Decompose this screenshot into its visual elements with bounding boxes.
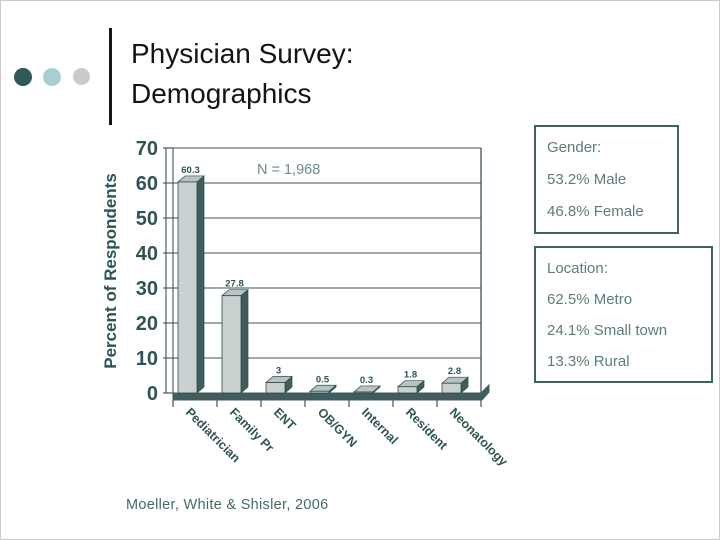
gender-box-title: Gender: [547, 139, 602, 156]
bar [441, 382, 462, 394]
bar-side-face [196, 175, 205, 394]
bar [397, 386, 418, 394]
slide-title-line2: Demographics [131, 78, 312, 109]
bar [177, 181, 198, 394]
y-tick-label: 60 [136, 173, 158, 195]
y-tick-label: 40 [136, 243, 158, 265]
bar-value-label: 2.8 [448, 366, 461, 377]
location-box-title: Location: [547, 260, 608, 277]
gender-female-stat: 46.8% Female [547, 203, 644, 220]
bar [221, 295, 242, 394]
bar-side-face [240, 288, 249, 394]
category-label: Neonatology [447, 405, 510, 468]
location-info-box: Location: 62.5% Metro 24.1% Small town 1… [534, 246, 713, 383]
gender-male-stat: 53.2% Male [547, 171, 627, 188]
bar-value-label: 3 [276, 366, 281, 377]
bar [265, 382, 286, 394]
decorative-dot-teal [43, 68, 61, 86]
bar-value-label: 0.3 [360, 375, 373, 386]
bar-value-label: 27.8 [225, 279, 244, 290]
y-tick-label: 30 [136, 278, 158, 300]
bar-value-label: 0.5 [316, 374, 330, 385]
y-tick-label: 10 [136, 348, 158, 370]
category-label: Resident [403, 405, 451, 453]
y-tick-label: 50 [136, 208, 158, 230]
bar-value-label: 60.3 [181, 165, 200, 176]
category-label: OB/GYN [315, 405, 360, 450]
y-tick-label: 70 [136, 138, 158, 160]
gender-info-box: Gender: 53.2% Male 46.8% Female [534, 125, 679, 234]
citation-footer: Moeller, White & Shisler, 2006 [126, 497, 329, 513]
location-metro-stat: 62.5% Metro [547, 291, 633, 308]
y-tick-label: 0 [147, 383, 158, 405]
category-label: Internal [359, 405, 401, 447]
y-axis-wall [165, 147, 174, 394]
location-smalltown-stat: 24.1% Small town [547, 322, 668, 339]
decorative-dot-gray [73, 68, 90, 85]
bar [353, 391, 374, 394]
category-label: ENT [271, 405, 299, 433]
y-axis-title: Percent of Respondents [101, 173, 120, 369]
slide-title: Physician Survey: Demographics [131, 34, 561, 114]
sample-size-annotation: N = 1,968 [257, 162, 320, 178]
bar-top-face [353, 385, 381, 393]
slide-title-line1: Physician Survey: [131, 38, 354, 69]
bar [309, 390, 330, 394]
decorative-dot-dark [14, 68, 32, 86]
bar-value-label: 1.8 [404, 370, 417, 381]
y-tick-label: 20 [136, 313, 158, 335]
location-rural-stat: 13.3% Rural [547, 353, 630, 370]
title-divider-rule [109, 28, 112, 125]
